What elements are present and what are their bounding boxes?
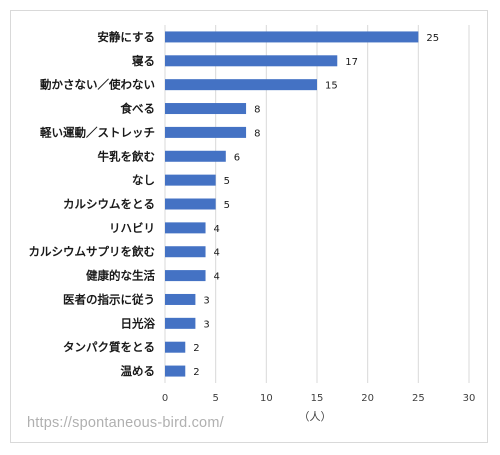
data-label: 8 bbox=[254, 128, 260, 139]
category-label: なし bbox=[132, 173, 155, 187]
data-label: 3 bbox=[203, 295, 209, 306]
category-label: 安静にする bbox=[97, 30, 155, 44]
bar bbox=[165, 150, 226, 162]
bar bbox=[165, 270, 206, 282]
category-label: 軽い運動／ストレッチ bbox=[40, 125, 155, 139]
x-tick-label: 15 bbox=[311, 393, 324, 404]
x-axis-unit-label: （人） bbox=[299, 410, 332, 423]
bar bbox=[165, 31, 419, 43]
category-label: タンパク質をとる bbox=[63, 340, 155, 354]
category-label: 寝る bbox=[132, 54, 155, 68]
bar bbox=[165, 365, 186, 377]
data-label: 5 bbox=[224, 200, 230, 211]
bar bbox=[165, 174, 216, 186]
chart-frame: 0 5 10 15 20 25 30 安静にする 25 寝る 17 動かさない／使わない 15 食べる 8 軽… bbox=[10, 10, 488, 443]
x-tick-label: 20 bbox=[361, 393, 374, 404]
bar bbox=[165, 103, 247, 115]
watermark-url: https://spontaneous-bird.com/ bbox=[27, 415, 224, 431]
bar bbox=[165, 79, 317, 91]
data-label: 8 bbox=[254, 105, 260, 116]
x-tick-label: 10 bbox=[260, 393, 273, 404]
bar bbox=[165, 293, 196, 305]
category-label: 健康的な生活 bbox=[86, 269, 155, 283]
data-label: 2 bbox=[193, 367, 199, 378]
bars bbox=[165, 31, 419, 377]
x-tick-label: 25 bbox=[412, 393, 425, 404]
data-label: 25 bbox=[426, 33, 439, 44]
bar bbox=[165, 126, 247, 138]
category-label: リハビリ bbox=[109, 221, 155, 235]
x-tick-label: 0 bbox=[162, 393, 168, 404]
category-label: 食べる bbox=[121, 102, 156, 116]
data-label: 6 bbox=[234, 152, 240, 163]
category-label: 日光浴 bbox=[121, 316, 156, 330]
category-label: 温める bbox=[121, 364, 156, 378]
bar bbox=[165, 55, 338, 67]
data-label: 17 bbox=[345, 57, 358, 68]
bar bbox=[165, 317, 196, 329]
bar bbox=[165, 222, 206, 234]
bar bbox=[165, 246, 206, 258]
x-tick-label: 5 bbox=[212, 393, 218, 404]
category-label: カルシウムサプリを飲む bbox=[29, 245, 156, 259]
data-label: 4 bbox=[214, 272, 220, 283]
x-tick-label: 30 bbox=[463, 393, 476, 404]
category-label: 牛乳を飲む bbox=[98, 149, 156, 163]
bar bbox=[165, 341, 186, 353]
data-label: 4 bbox=[214, 248, 220, 259]
data-label: 5 bbox=[224, 176, 230, 187]
bar bbox=[165, 198, 216, 210]
category-label: 動かさない／使わない bbox=[40, 78, 155, 92]
data-label: 3 bbox=[203, 319, 209, 330]
category-label: カルシウムをとる bbox=[63, 197, 155, 211]
category-label: 医者の指示に従う bbox=[63, 292, 155, 306]
data-label: 2 bbox=[193, 343, 199, 354]
data-label: 15 bbox=[325, 81, 338, 92]
data-label: 4 bbox=[214, 224, 220, 235]
